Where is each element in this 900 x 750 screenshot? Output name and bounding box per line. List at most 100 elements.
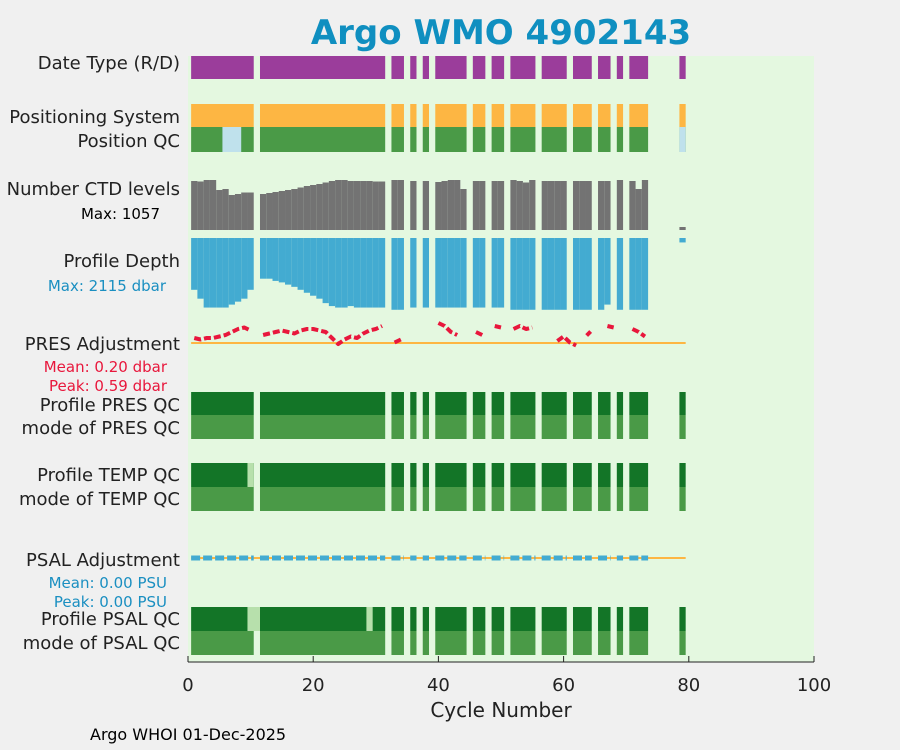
profile-depth-bar	[441, 238, 448, 308]
positioning-system-bar	[472, 104, 486, 127]
ctd-levels-bar	[228, 195, 235, 230]
ctd-levels-bar	[604, 181, 611, 230]
profile-temp-qc-bar	[541, 463, 567, 487]
profile-depth-bar	[209, 238, 217, 308]
profile-depth-bar	[278, 238, 286, 283]
mode-psal-qc-bar	[679, 631, 686, 655]
profile-pres-qc-bar	[598, 392, 611, 415]
profile-pres-qc-bar	[616, 392, 624, 415]
positioning-system-bar	[410, 104, 417, 127]
profile-depth-bar	[397, 238, 404, 310]
mode-temp-qc-bar	[510, 487, 536, 511]
ctd-levels-bar	[616, 180, 624, 230]
ctd-levels-max-note: Max: 1057	[81, 205, 160, 223]
pres-adjustment-mean: Mean: 0.20 dbar	[44, 358, 168, 376]
ctd-levels-bar	[203, 180, 210, 230]
ctd-levels-bar	[572, 181, 580, 230]
mode-psal-qc-bar	[629, 631, 649, 655]
mode-temp-qc-bar	[391, 487, 404, 511]
profile-psal-qc-bar	[629, 607, 649, 631]
ctd-levels-bar	[579, 181, 586, 230]
profile-depth-bar	[266, 238, 273, 279]
profile-depth-bar	[372, 238, 379, 308]
ctd-levels-bar	[641, 180, 649, 230]
ctd-levels-bar	[322, 182, 329, 230]
ctd-levels-bar	[310, 185, 317, 230]
profile-depth-bar	[435, 238, 442, 308]
positioning-system-bar	[510, 104, 536, 127]
mode-psal-qc-bar	[510, 631, 536, 655]
profile-depth-bar	[335, 238, 342, 308]
ctd-levels-bar	[335, 180, 342, 230]
chart-title: Argo WMO 4902143	[311, 13, 691, 53]
position-qc-bar	[598, 127, 611, 152]
mode-pres-qc-bar	[679, 415, 686, 439]
position-qc-bar-flag	[222, 127, 242, 152]
profile-depth-bar	[322, 238, 329, 304]
profile-psal-qc-bar	[616, 607, 624, 631]
profile-temp-qc-bar-flag	[247, 463, 254, 487]
x-tick-label: 100	[797, 675, 831, 696]
pres-adjustment-line	[393, 337, 402, 345]
profile-depth-bar	[560, 238, 567, 310]
profile-pres-qc-bar	[491, 392, 505, 415]
profile-pres-qc-bar	[410, 392, 417, 415]
profile-pres-qc-bar	[191, 392, 254, 415]
positioning-system-bar	[679, 104, 686, 127]
ctd-levels-bar	[435, 182, 442, 230]
date-type-bar	[391, 56, 404, 79]
date-type-bar	[598, 56, 611, 79]
pres-adjustment-line	[475, 330, 484, 337]
profile-depth-bar	[191, 238, 198, 290]
profile-depth-bar	[447, 238, 455, 308]
ctd-levels-bar	[560, 181, 567, 230]
mode-psal-qc-bar	[259, 631, 386, 655]
ctd-levels-bar	[266, 193, 273, 230]
psal-adjustment-peak: Peak: 0.00 PSU	[54, 593, 167, 611]
profile-depth-bar	[554, 238, 561, 310]
profile-psal-qc-bar	[191, 607, 254, 631]
mode-temp-qc-bar	[410, 487, 417, 511]
ctd-levels-bar	[341, 180, 348, 230]
ctd-levels-bar	[259, 194, 267, 230]
profile-depth-bar	[203, 238, 210, 308]
profile-psal-qc-bar-flag	[366, 607, 373, 631]
profile-depth-bar	[241, 238, 248, 299]
date-type-bar	[491, 56, 505, 79]
ctd-levels-bar	[454, 180, 461, 230]
profile-depth-bar	[604, 238, 611, 305]
ctd-levels-bar	[216, 190, 223, 230]
ctd-levels-bar	[297, 187, 304, 230]
positioning-system-bar	[629, 104, 649, 127]
profile-psal-qc-bar	[259, 607, 386, 631]
profile-pres-qc-bar	[541, 392, 567, 415]
profile-psal-qc-bar	[410, 607, 417, 631]
mode-psal-qc-bar	[435, 631, 467, 655]
position-qc-bar	[491, 127, 505, 152]
profile-depth-bar	[516, 238, 523, 310]
profile-depth-bar	[410, 238, 417, 308]
ctd-levels-bar	[441, 181, 448, 230]
positioning-system-bar	[616, 104, 624, 127]
mode-psal-qc-bar	[598, 631, 611, 655]
profile-depth-bar	[378, 238, 386, 308]
date-type-bar	[510, 56, 536, 79]
mode-psal-qc-bar	[422, 631, 430, 655]
profile-depth-bar	[641, 238, 649, 310]
ctd-levels-bar	[197, 181, 204, 230]
date-type-bar	[629, 56, 649, 79]
profile-pres-qc-bar	[391, 392, 404, 415]
positioning-system-bar	[422, 104, 430, 127]
mode-temp-qc-bar	[422, 487, 430, 511]
profile-temp-qc-bar	[391, 463, 404, 487]
mode-psal-qc-bar	[472, 631, 486, 655]
profile-depth-bar	[497, 238, 505, 308]
positioning-system-bar	[572, 104, 592, 127]
ctd-levels-bar	[529, 180, 536, 230]
label-position-qc: Position QC	[77, 131, 180, 152]
mode-psal-qc-bar	[541, 631, 567, 655]
pres-adjustment-peak: Peak: 0.59 dbar	[49, 377, 168, 395]
positioning-system-bar	[598, 104, 611, 127]
mode-pres-qc-bar	[391, 415, 404, 439]
